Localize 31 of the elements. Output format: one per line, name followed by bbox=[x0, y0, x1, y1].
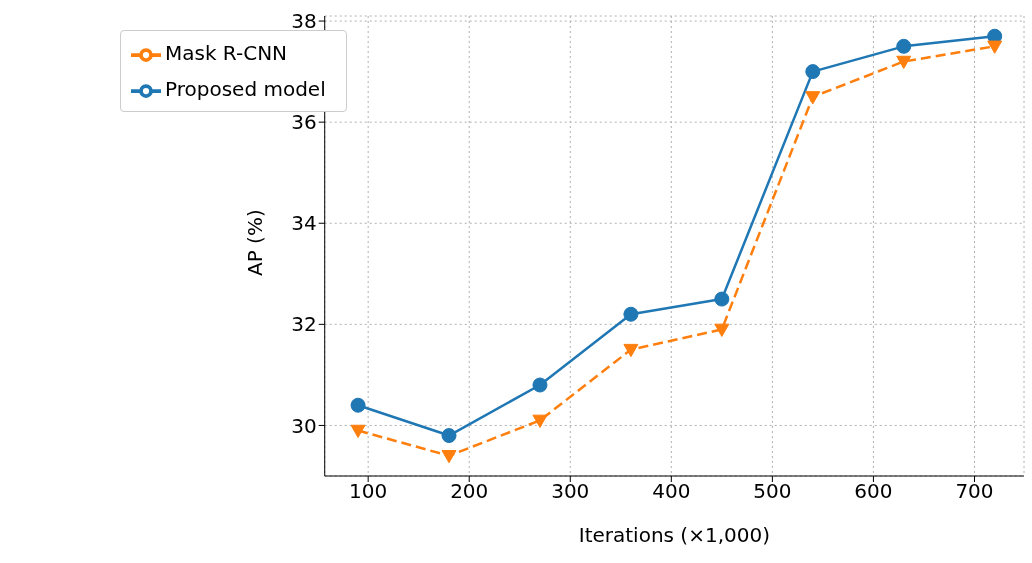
legend-label: Proposed model bbox=[165, 77, 326, 101]
point bbox=[805, 91, 821, 105]
x-tick-label: 200 bbox=[450, 479, 489, 504]
y-tick-label: 30 bbox=[291, 413, 317, 438]
y-tick-label: 34 bbox=[291, 211, 317, 236]
point bbox=[623, 343, 639, 358]
point bbox=[532, 414, 548, 428]
point bbox=[441, 428, 457, 444]
x-tick-label: 300 bbox=[551, 479, 590, 504]
point bbox=[623, 306, 639, 322]
x-tick-label: 400 bbox=[652, 479, 691, 504]
x-axis-title: Iterations (×1,000) bbox=[578, 523, 770, 547]
point bbox=[805, 64, 821, 80]
point bbox=[532, 377, 548, 393]
y-tick-label: 32 bbox=[291, 312, 317, 337]
point bbox=[350, 397, 366, 413]
x-tick-label: 100 bbox=[349, 479, 388, 504]
point bbox=[714, 291, 730, 307]
x-tick-label: 700 bbox=[955, 479, 994, 504]
x-tick-label: 500 bbox=[753, 479, 792, 504]
legend-label: Mask R-CNN bbox=[165, 41, 288, 65]
point bbox=[987, 40, 1003, 54]
x-tick-label: 600 bbox=[854, 479, 893, 504]
point bbox=[896, 55, 912, 69]
point bbox=[441, 450, 457, 464]
y-axis-title: AP (%) bbox=[242, 209, 267, 276]
point bbox=[896, 38, 912, 54]
y-tick-label: 38 bbox=[291, 9, 317, 34]
point bbox=[350, 424, 366, 439]
y-tick-label: 36 bbox=[291, 110, 317, 135]
point bbox=[714, 323, 730, 337]
